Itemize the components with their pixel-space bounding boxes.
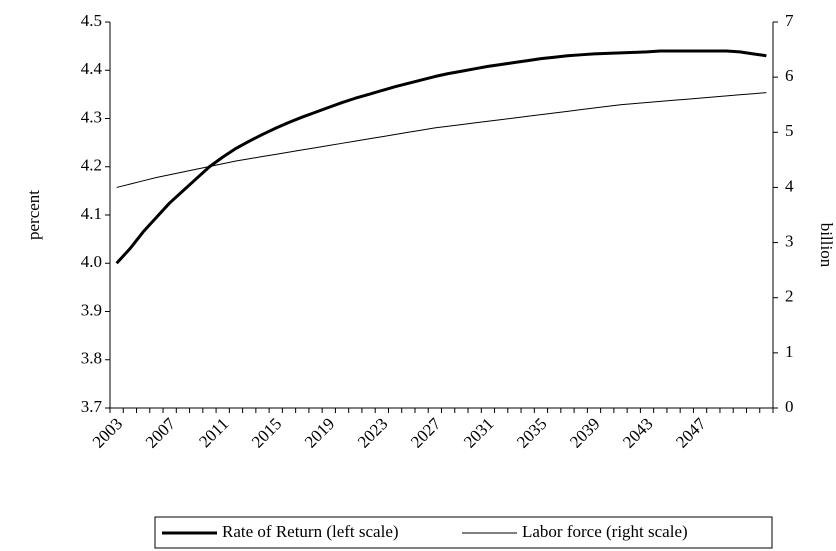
x-tick-label: 2007 xyxy=(142,414,180,452)
y2-tick-label: 7 xyxy=(785,11,794,30)
y2-axis-label: billion xyxy=(817,223,836,268)
y-tick-label: 4.1 xyxy=(81,204,102,223)
y2-tick-label: 2 xyxy=(785,287,794,306)
y-tick-label: 3.7 xyxy=(81,397,103,416)
y-tick-label: 4.2 xyxy=(81,156,102,175)
y2-tick-label: 5 xyxy=(785,121,794,140)
y-tick-label: 3.8 xyxy=(81,349,102,368)
y2-tick-label: 1 xyxy=(785,342,794,361)
y2-tick-label: 0 xyxy=(785,397,794,416)
x-tick-label: 2043 xyxy=(619,414,656,451)
y2-tick-label: 3 xyxy=(785,231,794,250)
x-tick-label: 2011 xyxy=(195,414,232,451)
x-tick-label: 2019 xyxy=(301,414,338,451)
y2-tick-label: 6 xyxy=(785,66,794,85)
x-tick-label: 2027 xyxy=(407,414,445,452)
legend-label: Rate of Return (left scale) xyxy=(222,522,399,541)
x-tick-label: 2031 xyxy=(460,414,497,451)
x-tick-label: 2039 xyxy=(566,414,603,451)
y-tick-label: 4.4 xyxy=(81,59,103,78)
y-tick-label: 4.0 xyxy=(81,252,102,271)
legend-label: Labor force (right scale) xyxy=(522,522,688,541)
x-tick-label: 2035 xyxy=(513,414,550,451)
y-tick-label: 3.9 xyxy=(81,300,102,319)
y2-tick-label: 4 xyxy=(785,176,794,195)
x-tick-label: 2003 xyxy=(89,414,126,451)
x-tick-label: 2015 xyxy=(248,414,285,451)
y-axis-label: percent xyxy=(24,190,43,240)
y-tick-label: 4.3 xyxy=(81,107,102,126)
x-tick-label: 2023 xyxy=(354,414,391,451)
series-line xyxy=(115,49,767,265)
y-tick-label: 4.5 xyxy=(81,11,102,30)
series-line xyxy=(116,92,767,188)
x-tick-label: 2047 xyxy=(672,414,710,452)
